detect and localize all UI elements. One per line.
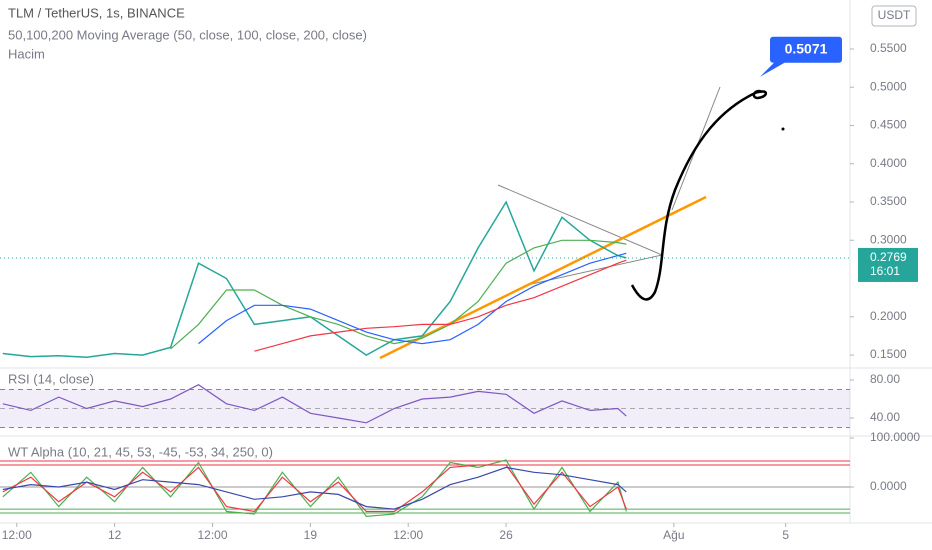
x-tick-label: 12:00 (393, 528, 423, 542)
target-box (770, 36, 842, 63)
currency-label[interactable]: USDT (878, 8, 911, 22)
y-tick-label: 100.0000 (870, 430, 920, 444)
handwritten-path (630, 89, 768, 301)
x-tick-label: 12:00 (2, 528, 32, 542)
indicator-label: 50,100,200 Moving Average (50, close, 10… (8, 27, 367, 42)
y-tick-label: 0.4000 (870, 156, 907, 170)
target-pointer (760, 60, 788, 77)
trend-line (379, 195, 707, 360)
series-line (2, 200, 627, 359)
y-tick-label: 0.2000 (870, 309, 907, 323)
volume-label: Hacim (8, 46, 45, 61)
series-line (2, 466, 627, 510)
y-tick-label: 0.5500 (870, 41, 907, 55)
drawings (379, 86, 785, 360)
x-tick-label: 12:00 (197, 528, 227, 542)
series-line (170, 239, 627, 350)
y-tick-label: 80.00 (870, 372, 900, 386)
x-tick-label: 26 (499, 528, 513, 542)
dot (781, 127, 785, 131)
last-price-label: 0.2769 (870, 250, 907, 264)
x-tick-label: 19 (304, 528, 318, 542)
countdown-label: 16:01 (870, 264, 900, 278)
y-tick-label: 0.3500 (870, 194, 907, 208)
y-tick-label: 0.3000 (870, 232, 907, 246)
currency-button[interactable] (871, 5, 917, 27)
chart-title: TLM / TetherUS, 1s, BINANCE (8, 5, 185, 20)
series-line (2, 384, 627, 424)
x-tick-label: 5 (782, 528, 789, 542)
wt-title: WT Alpha (10, 21, 45, 53, -45, -53, 34, … (8, 444, 273, 459)
rsi-title: RSI (14, close) (8, 371, 94, 386)
x-tick-label: Ağu (663, 528, 684, 542)
series-line (254, 259, 627, 352)
last-price-box (858, 247, 918, 282)
series-line (2, 464, 627, 513)
series-line (198, 252, 627, 345)
y-tick-label: 0.0000 (870, 479, 907, 493)
y-tick-label: 0.5000 (870, 79, 907, 93)
y-tick-label: 40.00 (870, 410, 900, 424)
x-tick-label: 12 (108, 528, 122, 542)
y-tick-label: 0.4500 (870, 118, 907, 132)
target-label: 0.5071 (785, 41, 828, 57)
y-tick-label: 0.1500 (870, 347, 907, 361)
